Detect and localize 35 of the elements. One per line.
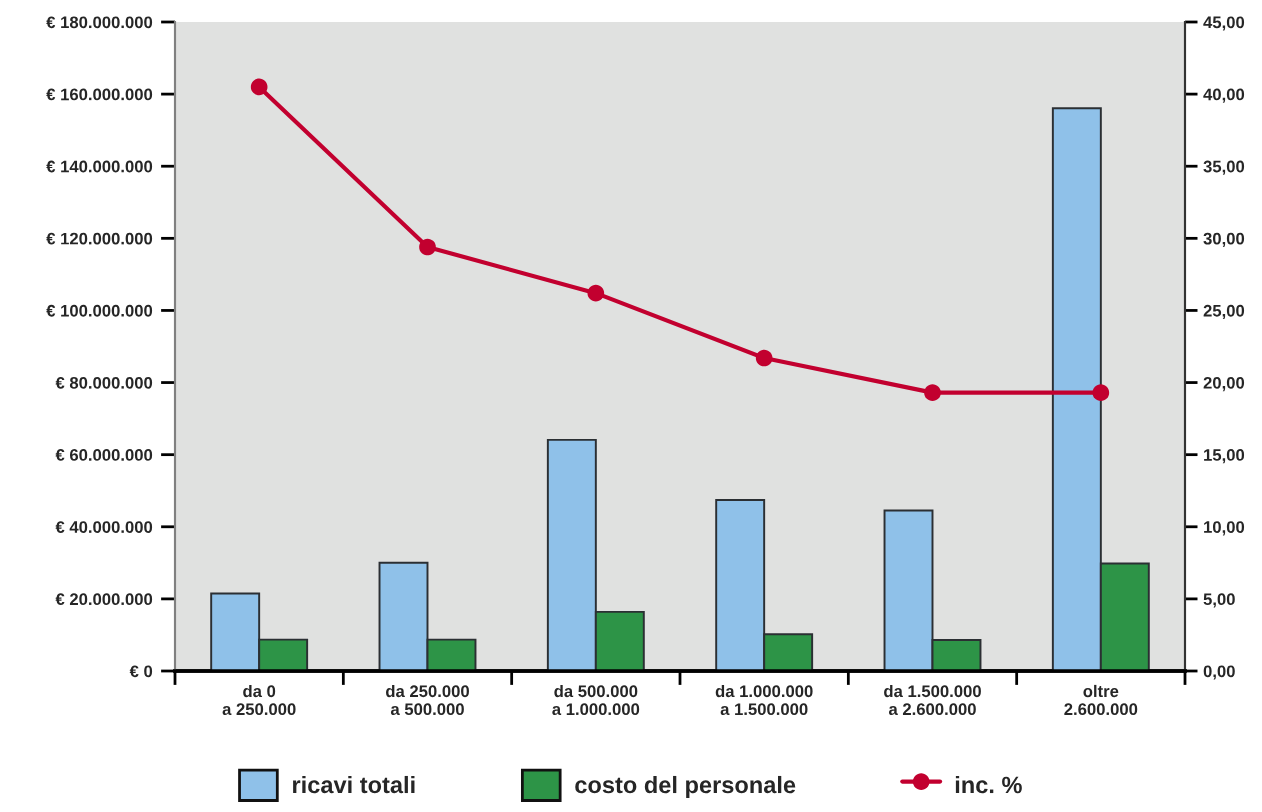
x-tick-label: da 1.000.000 a 1.500.000 bbox=[715, 684, 813, 716]
y-tick-label: € 60.000.000 bbox=[55, 449, 153, 461]
y-tick-label: € 20.000.000 bbox=[55, 593, 153, 606]
x-tick-label: da 250.000 a 500.000 bbox=[386, 684, 469, 716]
y-tick-label: € 160.000.000 bbox=[46, 88, 153, 101]
legend-label: costo del personale bbox=[575, 775, 796, 798]
y2-tick-label: 40,00 bbox=[1203, 88, 1245, 103]
y-tick-label: € 80.000.000 bbox=[55, 376, 153, 389]
y2-tick-label: 10,00 bbox=[1204, 521, 1245, 536]
point bbox=[250, 78, 268, 96]
y-tick-label: € 40.000.000 bbox=[55, 521, 153, 533]
y2-tick-label: 20,00 bbox=[1203, 376, 1245, 392]
y2-tick-label: 45,00 bbox=[1203, 16, 1245, 31]
y2-tick-label: 15,00 bbox=[1204, 449, 1245, 464]
y2-tick-label: 25,00 bbox=[1203, 304, 1245, 320]
y2-tick-label: 30,00 bbox=[1203, 232, 1245, 247]
x-tick-label: oltre 2.600.000 bbox=[1064, 684, 1138, 716]
y-tick-label: € 120.000.000 bbox=[46, 232, 153, 245]
x-tick-label: da 500.000 a 1.000.000 bbox=[552, 684, 640, 716]
y-tick-label: € 140.000.000 bbox=[46, 160, 153, 173]
y2-tick-label: 0,00 bbox=[1203, 665, 1235, 680]
point bbox=[755, 349, 773, 367]
y-tick-label: € 0 bbox=[129, 665, 153, 678]
point bbox=[924, 384, 941, 401]
point bbox=[1092, 384, 1110, 401]
point bbox=[419, 238, 436, 256]
legend-label: inc. % bbox=[955, 775, 1022, 794]
legend-label: ricavi totali bbox=[293, 775, 415, 794]
y2-tick-label: 35,00 bbox=[1203, 160, 1245, 175]
point bbox=[587, 284, 605, 302]
y-tick-label: € 100.000.000 bbox=[46, 304, 153, 317]
y2-tick-label: 5,00 bbox=[1203, 593, 1235, 608]
x-tick-label: da 1.500.000 a 2.600.000 bbox=[884, 684, 981, 716]
x-tick-label: da 0 a 250.000 bbox=[222, 684, 296, 716]
y-tick-label: € 180.000.000 bbox=[46, 16, 153, 29]
